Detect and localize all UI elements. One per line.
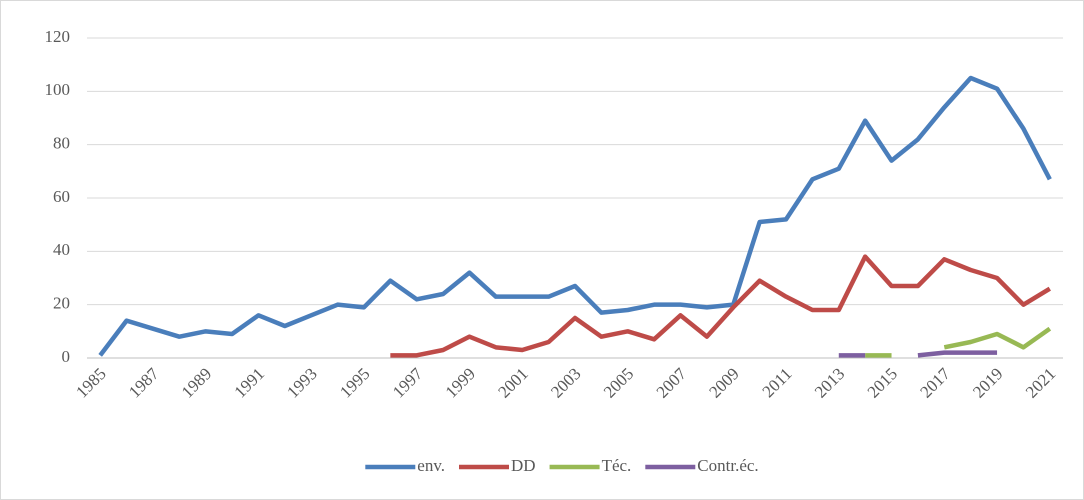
legend-label: env. bbox=[417, 456, 445, 475]
y-tick-label: 80 bbox=[53, 134, 70, 153]
y-tick-label: 20 bbox=[53, 294, 70, 313]
series-line bbox=[838, 350, 998, 358]
legend-label: Contr.éc. bbox=[697, 456, 758, 475]
legend-label: DD bbox=[511, 456, 536, 475]
legend-label: Téc. bbox=[602, 456, 632, 475]
y-tick-label: 40 bbox=[53, 240, 70, 259]
legend: env. DD Téc. Contr.éc. bbox=[365, 456, 759, 475]
series-line bbox=[865, 326, 1052, 358]
y-tick-label: 60 bbox=[53, 187, 70, 206]
series-line bbox=[390, 254, 1051, 358]
y-tick-label: 100 bbox=[45, 80, 71, 99]
series-line bbox=[98, 75, 1052, 357]
y-tick-label: 0 bbox=[62, 347, 71, 366]
y-tick-label: 120 bbox=[45, 27, 71, 46]
